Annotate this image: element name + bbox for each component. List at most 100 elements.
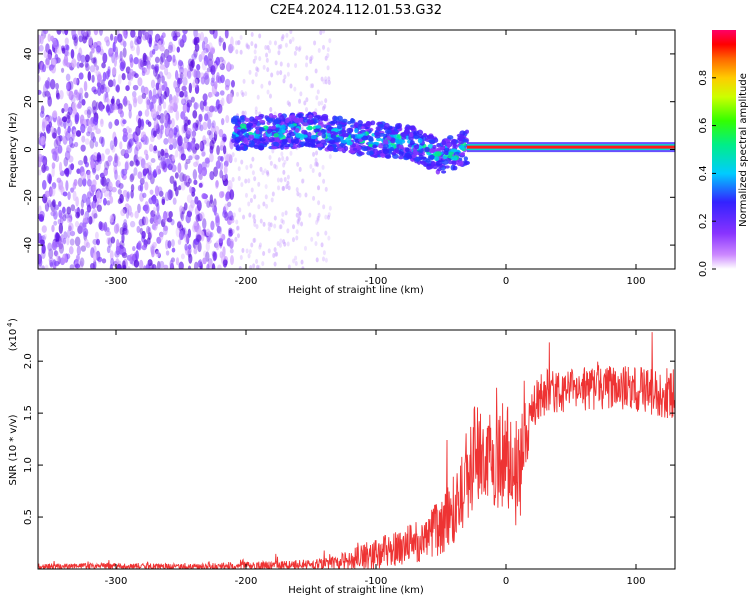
spectrogram-noise-cell: [156, 202, 160, 213]
spectrogram-noise-cell: [135, 250, 139, 261]
spectrogram-noise-cell: [162, 112, 169, 124]
spectrogram-noise-cell: [55, 241, 60, 248]
spectrogram-noise-cell: [117, 188, 122, 195]
spectrogram-noise-cell: [194, 43, 200, 52]
spectrogram-noise-cell: [44, 60, 50, 69]
spectrogram-signal-cell: [277, 133, 284, 138]
spectrogram-noise-cell: [123, 219, 128, 227]
spectrogram-noise-cell: [107, 79, 114, 88]
spectrogram-noise-cell: [88, 35, 93, 46]
spectrogram-noise-cell: [208, 130, 214, 141]
spectrogram-sparse-cell: [318, 172, 322, 178]
spectrogram-noise-cell: [144, 181, 149, 191]
spectrogram-noise-cell: [142, 134, 148, 145]
spectrogram-noise-cell: [67, 191, 71, 201]
spectrogram-sparse-cell: [286, 62, 290, 68]
spectrogram-noise-cell: [158, 190, 164, 197]
spectrogram-noise-cell: [222, 136, 227, 142]
spectrogram-noise-cell: [52, 132, 57, 139]
spectrogram-sparse-cell: [272, 253, 276, 259]
spectrogram-noise-cell: [160, 156, 166, 167]
spectrogram-signal-cell: [427, 156, 434, 161]
spectrogram-signal-cell: [457, 140, 465, 145]
snr-ytick-label: 0.5: [23, 509, 34, 525]
spectrogram-noise-cell: [130, 173, 135, 181]
spectrogram-noise-cell: [151, 263, 157, 269]
spectrogram-noise-cell: [224, 30, 229, 39]
spectrogram-noise-cell: [137, 203, 141, 214]
spectrogram-noise-cell: [98, 221, 103, 230]
spectrogram-noise-cell: [66, 119, 73, 128]
spectrogram-sparse-cell: [295, 212, 299, 218]
spectrogram-sparse-cell: [287, 264, 291, 269]
spectrogram-sparse-cell: [311, 168, 315, 174]
spectrogram-noise-cell: [63, 102, 69, 112]
spectrogram-signal-cell: [239, 118, 245, 123]
spectrogram-sparse-cell: [244, 91, 248, 97]
spectrogram-sparse-cell: [317, 185, 321, 191]
spectrogram-noise-cell: [81, 30, 86, 37]
spectrogram-sparse-cell: [323, 103, 327, 109]
spectrogram-marks: [38, 30, 675, 269]
spectrogram-sparse-cell: [258, 56, 262, 62]
spectrogram-signal-cell: [259, 119, 266, 124]
spectrogram-noise-cell: [65, 180, 69, 192]
spectrogram-noise-cell: [180, 253, 185, 260]
spectrogram-noise-cell: [192, 152, 197, 159]
spectrogram-sparse-cell: [286, 241, 290, 247]
spectrogram-noise-cell: [121, 168, 128, 176]
spectrogram-signal-cell: [427, 143, 434, 149]
spectrogram-noise-cell: [48, 121, 53, 128]
spectrogram-noise-cell: [164, 120, 169, 129]
spectrogram-noise-cell: [116, 238, 120, 248]
spectrogram-sparse-cell: [305, 107, 309, 113]
spectrogram-noise-cell: [133, 57, 139, 65]
spectrogram-signal-cell: [294, 138, 299, 145]
snr-series-line: [38, 332, 675, 569]
spectrogram-noise-cell: [202, 218, 207, 230]
spectrogram-noise-cell: [74, 263, 81, 269]
spectrogram-signal-cell: [271, 145, 278, 150]
spectrogram-noise-cell: [44, 190, 50, 198]
spectrogram-noise-cell: [83, 238, 89, 247]
spectrogram-noise-cell: [67, 126, 71, 134]
spectrogram-noise-cell: [224, 78, 231, 88]
spectrogram-noise-cell: [112, 41, 116, 53]
spectrogram-noise-cell: [52, 151, 58, 161]
spectrogram-signal-cell: [281, 138, 288, 145]
spectrogram-noise-cell: [204, 157, 211, 164]
spectrogram-noise-cell: [120, 209, 126, 217]
spectrogram-signal-cell: [422, 133, 427, 138]
spectrogram-noise-cell: [182, 102, 188, 114]
spectrogram-noise-cell: [103, 169, 108, 176]
spectrogram-noise-cell: [109, 263, 114, 269]
spectrogram-noise-cell: [222, 259, 228, 266]
spectrogram-noise-cell: [84, 161, 89, 168]
spectrogram-sparse-cell: [257, 265, 261, 269]
spectrogram-sparse-cell: [315, 95, 319, 101]
spectrogram-noise-cell: [54, 250, 59, 258]
spectrogram-noise-cell: [215, 180, 219, 188]
spectrogram-noise-cell: [186, 194, 193, 203]
spectrogram-sparse-cell: [266, 45, 270, 51]
spectrogram-sparse-cell: [314, 241, 318, 247]
spectrogram-noise-cell: [141, 92, 147, 99]
spectrogram-signal-cell: [244, 117, 250, 122]
spectrogram-noise-cell: [74, 236, 81, 247]
spectrogram-noise-cell: [98, 30, 103, 36]
spectrogram-noise-cell: [66, 144, 72, 154]
spectrogram-signal-cell: [341, 133, 349, 137]
spectrogram-noise-cell: [195, 119, 199, 128]
spectrogram-noise-cell: [92, 251, 97, 262]
spectrogram-sparse-cell: [283, 74, 287, 80]
spectrogram-noise-cell: [170, 137, 176, 144]
spectrogram-sparse-cell: [283, 241, 287, 247]
spectrogram-noise-cell: [189, 186, 193, 194]
spectrogram-noise-cell: [73, 141, 79, 148]
spectrogram-signal-cell: [341, 118, 348, 123]
spectrogram-noise-cell: [128, 109, 132, 119]
spectrogram-noise-cell: [192, 109, 198, 119]
spectrogram-signal-cell: [413, 134, 419, 140]
spectrogram-noise-cell: [198, 182, 203, 188]
spectrogram-noise-cell: [51, 166, 55, 178]
